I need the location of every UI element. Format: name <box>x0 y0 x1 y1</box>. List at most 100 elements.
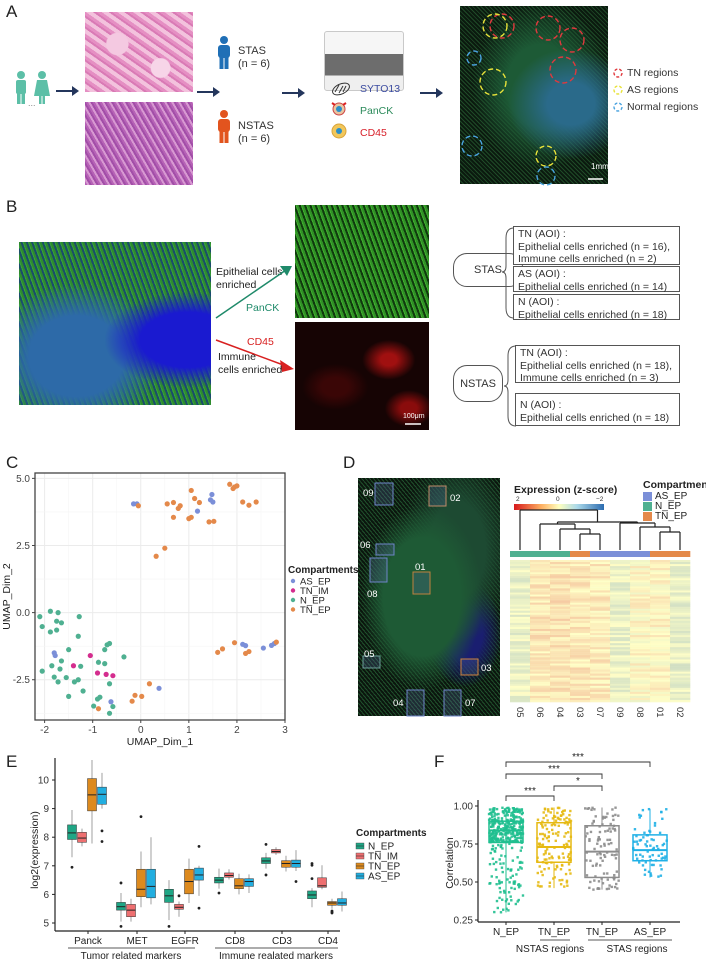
svg-text:09: 09 <box>614 707 625 718</box>
svg-text:STAS regions: STAS regions <box>607 944 668 955</box>
scale-bar-line <box>405 423 421 425</box>
svg-text:-1: -1 <box>88 725 97 736</box>
arrows-b <box>215 266 294 372</box>
svg-text:0: 0 <box>138 725 144 736</box>
svg-text:N_EP: N_EP <box>493 927 519 938</box>
svg-text:6: 6 <box>43 890 49 901</box>
digital-spatial-profiler-icon <box>324 31 404 91</box>
panck-channel-image <box>295 205 429 318</box>
svg-text:03: 03 <box>574 707 585 718</box>
svg-text:07: 07 <box>465 698 476 709</box>
svg-text:7: 7 <box>43 861 49 872</box>
stas-tn-box: TN (AOI) : Epithelial cells enriched (n =… <box>513 226 680 265</box>
svg-text:UMAP_Dim_2: UMAP_Dim_2 <box>1 563 13 630</box>
stas-as-box: AS (AOI) : Epithelial cells enriched (n =… <box>513 266 680 293</box>
svg-text:01: 01 <box>654 707 665 718</box>
legend-normal-regions: Normal regions <box>627 101 699 113</box>
svg-text:N_EP: N_EP <box>300 596 325 607</box>
svg-text:TN_EP: TN_EP <box>538 927 571 938</box>
svg-text:TN_EP: TN_EP <box>586 927 619 938</box>
svg-text:TN_EP: TN_EP <box>300 605 331 616</box>
svg-text:0.0: 0.0 <box>16 608 30 619</box>
he-image-nstas <box>85 102 193 185</box>
dna-icon <box>332 82 350 96</box>
person-stas-icon <box>218 36 230 69</box>
svg-text:10: 10 <box>38 776 50 787</box>
stain-syto13: SYTO13 <box>360 83 401 95</box>
svg-text:09: 09 <box>363 488 374 499</box>
panel-e-letter: E <box>6 752 18 771</box>
svg-text:3: 3 <box>282 725 288 736</box>
cd45-arrow-label: CD45 <box>247 336 274 348</box>
nstas-n-box: N (AOI) : Epithelial cells enriched (n = … <box>515 393 680 426</box>
svg-text:0.75: 0.75 <box>454 840 474 851</box>
heatmap-chart: 05 06 04 03 07 09 08 01 02 <box>510 509 691 718</box>
svg-text:***: *** <box>572 752 584 763</box>
panel-b-letter: B <box>6 197 18 216</box>
legend-tn-regions: TN regions <box>627 67 679 79</box>
colorbar-tick-mid: 0 <box>556 496 560 503</box>
svg-text:05: 05 <box>514 707 525 718</box>
scale-bar-100um: 100μm <box>403 413 425 420</box>
svg-text:0.25: 0.25 <box>454 916 474 927</box>
stas-node: STAS <box>453 253 523 287</box>
epithelial-enriched-label: Epithelial cells enriched <box>216 266 283 291</box>
svg-text:TN_IM: TN_IM <box>368 852 398 863</box>
colorbar-title: Expression (z-score) <box>514 484 618 496</box>
group-stas-label: STAS (n = 6) <box>238 45 271 70</box>
marker-boxplot: 5 6 7 8 9 10 log2(expression) Panck MET EGFR CD8 CD… <box>29 758 427 962</box>
svg-text:AS_EP: AS_EP <box>368 872 401 883</box>
immune-enriched-label: Immune cells enriched <box>218 351 283 376</box>
svg-text:-2: -2 <box>40 725 49 736</box>
correlation-boxplot: 1.00 0.75 0.50 0.25 Correlation N_EP TN_EP TN_E… <box>444 752 680 955</box>
region-legend-icons <box>613 68 623 112</box>
svg-text:06: 06 <box>360 540 371 551</box>
svg-text:02: 02 <box>450 493 461 504</box>
arrow-icon <box>197 87 220 97</box>
umap-scatter-plot: -2 -1 0 1 2 3 5.0 2.5 0.0 -2.5 UMAP_Dim_1 UMAP_Dim_… <box>1 472 359 748</box>
svg-text:08: 08 <box>367 589 378 600</box>
svg-text:2: 2 <box>234 725 240 736</box>
svg-text:5.0: 5.0 <box>16 474 30 485</box>
svg-text:-2.5: -2.5 <box>13 675 31 686</box>
panck-arrow-label: PanCK <box>246 302 280 314</box>
person-nstas-icon <box>218 110 230 143</box>
svg-text:Immune realated markers: Immune realated markers <box>219 951 333 962</box>
legend-item-tn-ep: TN_EP <box>643 511 687 522</box>
svg-text:***: *** <box>548 764 560 775</box>
nstas-node: NSTAS <box>453 365 503 402</box>
panel-f-letter: F <box>434 752 445 771</box>
svg-text:N_EP: N_EP <box>368 842 394 853</box>
panel-a-letter: A <box>6 2 18 21</box>
svg-text:Compartments: Compartments <box>288 565 359 576</box>
colorbar <box>514 504 604 510</box>
svg-text:05: 05 <box>364 649 375 660</box>
svg-text:04: 04 <box>393 698 404 709</box>
svg-text:TN_IM: TN_IM <box>300 586 329 597</box>
svg-text:01: 01 <box>415 562 426 573</box>
svg-text:2.5: 2.5 <box>16 541 30 552</box>
stain-panck: PanCK <box>360 105 394 117</box>
group-nstas-label: NSTAS (n = 6) <box>238 120 274 145</box>
svg-text:AS_EP: AS_EP <box>300 577 331 588</box>
svg-text:0.50: 0.50 <box>454 878 474 889</box>
svg-text:9: 9 <box>43 804 49 815</box>
svg-text:log2(expression): log2(expression) <box>29 811 41 889</box>
svg-text:MET: MET <box>126 936 147 947</box>
svg-text:Panck: Panck <box>74 936 103 947</box>
svg-text:UMAP_Dim_1: UMAP_Dim_1 <box>127 736 194 748</box>
panel-c-letter: C <box>6 453 19 472</box>
svg-text:*: * <box>576 776 580 787</box>
svg-text:TN_EP: TN_EP <box>368 862 401 873</box>
panel-d-letter: D <box>343 453 356 472</box>
legend-item-n-ep: N_EP <box>643 501 687 512</box>
cd45-cell-icon <box>331 123 347 139</box>
scale-bar-1mm: 1mm <box>591 162 609 171</box>
stas-brace <box>501 227 515 319</box>
svg-text:Tumor related markers: Tumor related markers <box>81 951 182 962</box>
svg-text:06: 06 <box>534 707 545 718</box>
region-markers <box>461 13 603 186</box>
svg-text:***: *** <box>524 786 536 797</box>
svg-text:02: 02 <box>674 707 685 718</box>
svg-text:07: 07 <box>594 707 605 718</box>
